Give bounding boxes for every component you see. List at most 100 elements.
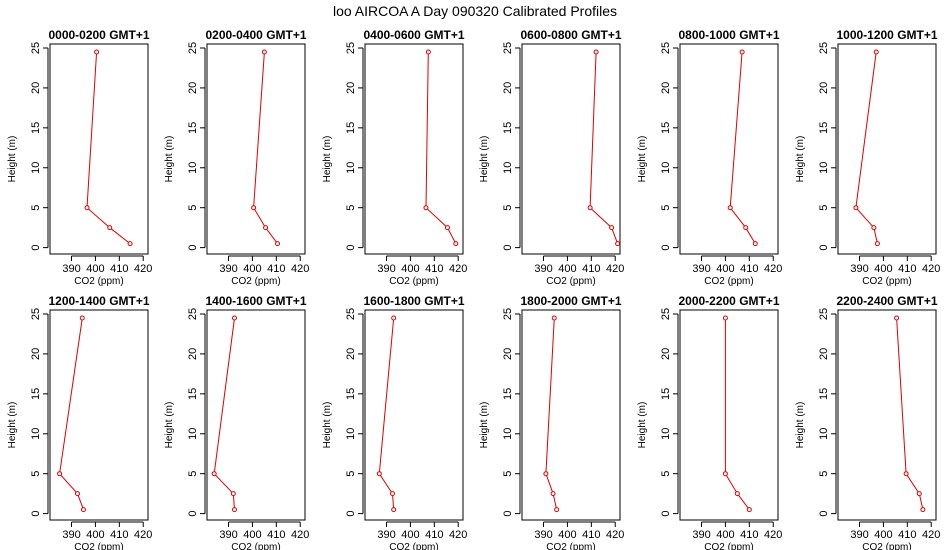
x-tick-label: 400 <box>874 263 892 275</box>
plot-frame <box>679 309 779 521</box>
panel-title: 0000-0200 GMT+1 <box>48 28 149 42</box>
y-tick-label: 0 <box>30 511 42 517</box>
x-tick-label: 410 <box>582 263 600 275</box>
y-tick-label: 25 <box>345 42 357 54</box>
y-tick-label: 0 <box>345 511 357 517</box>
y-tick-label: 15 <box>345 122 357 134</box>
data-point <box>550 491 556 497</box>
y-tick-label: 15 <box>345 388 357 400</box>
data-point <box>615 241 621 247</box>
panel-1: 0000-0200 GMT+1 390 400 410 420 0 5 10 15 20 25 CO2… <box>7 28 152 287</box>
y-tick-label: 25 <box>502 42 514 54</box>
y-axis-label: Height (m) <box>164 402 175 449</box>
x-tick-label: 400 <box>86 529 104 541</box>
x-tick-label: 410 <box>110 263 128 275</box>
data-point <box>391 507 397 513</box>
x-tick-label: 410 <box>425 529 443 541</box>
data-point <box>587 205 593 211</box>
y-tick-label: 10 <box>818 162 830 174</box>
x-tick-label: 420 <box>449 263 467 275</box>
y-axis-label: Height (m) <box>7 402 18 449</box>
data-point <box>444 225 450 231</box>
x-axis-label: CO2 (ppm) <box>704 542 753 550</box>
profile-line <box>589 51 619 244</box>
y-tick-label: 25 <box>660 308 672 320</box>
y-tick-label: 10 <box>660 162 672 174</box>
y-tick-label: 0 <box>187 245 199 251</box>
panel-title: 2200-2400 GMT+1 <box>836 294 937 308</box>
x-tick-label: 420 <box>606 529 624 541</box>
x-tick-label: 420 <box>134 263 152 275</box>
profile-line <box>724 318 750 510</box>
y-tick-label: 0 <box>30 245 42 251</box>
data-point <box>74 491 80 497</box>
panel-title: 0200-0400 GMT+1 <box>205 28 306 42</box>
y-tick-label: 15 <box>818 388 830 400</box>
y-tick-label: 20 <box>345 82 357 94</box>
x-tick-label: 410 <box>898 529 916 541</box>
y-tick-label: 20 <box>660 82 672 94</box>
y-tick-label: 20 <box>818 348 830 360</box>
x-tick-label: 390 <box>534 529 552 541</box>
y-tick-label: 5 <box>187 471 199 477</box>
data-point <box>752 241 758 247</box>
x-tick-label: 400 <box>716 263 734 275</box>
y-tick-label: 15 <box>30 388 42 400</box>
y-tick-label: 5 <box>818 205 830 211</box>
data-point <box>734 491 740 497</box>
y-tick-label: 5 <box>660 471 672 477</box>
data-point <box>230 491 236 497</box>
data-point <box>746 507 752 513</box>
panel-title: 1800-2000 GMT+1 <box>520 294 621 308</box>
y-axis-label: Height (m) <box>322 402 333 449</box>
panel-9: 1600-1800 GMT+1 390 400 410 420 0 5 10 15 20 25 CO2… <box>322 294 467 550</box>
profile-line <box>896 317 924 510</box>
profile-line <box>86 51 131 244</box>
x-tick-label: 400 <box>401 263 419 275</box>
y-tick-label: 25 <box>187 308 199 320</box>
data-point <box>853 205 859 211</box>
panel-title: 1600-1800 GMT+1 <box>363 294 464 308</box>
y-axis-label: Height (m) <box>637 402 648 449</box>
x-tick-label: 410 <box>898 263 916 275</box>
profile-line <box>425 51 457 244</box>
plot-frame <box>679 43 779 255</box>
data-point <box>425 49 431 55</box>
x-axis-label: CO2 (ppm) <box>704 276 753 287</box>
x-tick-label: 400 <box>558 529 576 541</box>
y-tick-label: 25 <box>345 308 357 320</box>
data-point <box>94 49 100 55</box>
y-tick-label: 0 <box>502 245 514 251</box>
y-axis-label: Height (m) <box>164 136 175 183</box>
data-point <box>211 471 217 477</box>
y-axis-label: Height (m) <box>7 136 18 183</box>
data-point <box>79 315 85 321</box>
plot-frame <box>521 309 621 521</box>
panel-title: 0600-0800 GMT+1 <box>520 28 621 42</box>
data-point <box>127 241 133 247</box>
y-tick-label: 0 <box>660 511 672 517</box>
plot-frame <box>521 43 621 255</box>
data-point <box>376 471 382 477</box>
x-tick-label: 410 <box>582 529 600 541</box>
x-tick-label: 410 <box>425 263 443 275</box>
x-axis-label: CO2 (ppm) <box>74 276 123 287</box>
panel-title: 1000-1200 GMT+1 <box>836 28 937 42</box>
data-point <box>251 205 257 211</box>
x-tick-label: 390 <box>850 263 868 275</box>
y-tick-label: 20 <box>502 82 514 94</box>
y-tick-label: 5 <box>345 471 357 477</box>
data-point <box>231 315 237 321</box>
panel-10: 1800-2000 GMT+1 390 400 410 420 0 5 10 15 20 25 CO2… <box>479 294 624 550</box>
x-tick-label: 400 <box>716 529 734 541</box>
x-tick-label: 410 <box>267 529 285 541</box>
x-axis-label: CO2 (ppm) <box>74 542 123 550</box>
panel-2: 0200-0400 GMT+1 390 400 410 420 0 5 10 15 20 25 CO2… <box>164 28 309 287</box>
y-tick-label: 10 <box>818 428 830 440</box>
x-tick-label: 410 <box>740 529 758 541</box>
profile-line <box>378 317 395 510</box>
x-tick-label: 420 <box>764 529 782 541</box>
data-point <box>57 471 63 477</box>
x-tick-label: 420 <box>764 263 782 275</box>
y-tick-label: 5 <box>187 205 199 211</box>
